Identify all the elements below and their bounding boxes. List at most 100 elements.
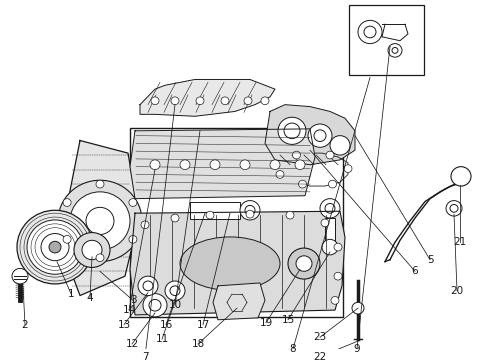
Text: 18: 18 xyxy=(191,339,204,349)
Circle shape xyxy=(285,211,293,219)
Text: 10: 10 xyxy=(168,300,181,310)
Text: 21: 21 xyxy=(452,237,466,247)
Text: 20: 20 xyxy=(449,286,463,296)
Circle shape xyxy=(86,207,114,234)
Circle shape xyxy=(298,180,306,188)
Circle shape xyxy=(221,97,228,105)
Text: 12: 12 xyxy=(125,339,138,349)
Circle shape xyxy=(275,171,284,178)
Text: 23: 23 xyxy=(313,332,326,342)
Circle shape xyxy=(70,192,130,250)
Polygon shape xyxy=(264,105,354,165)
Circle shape xyxy=(244,97,251,105)
Circle shape xyxy=(333,243,341,251)
Text: 3: 3 xyxy=(129,296,136,305)
Circle shape xyxy=(363,26,375,38)
Text: 16: 16 xyxy=(159,320,172,330)
Text: 8: 8 xyxy=(289,344,296,354)
Circle shape xyxy=(269,160,280,170)
Circle shape xyxy=(138,276,158,296)
Text: 7: 7 xyxy=(142,352,148,360)
Circle shape xyxy=(244,206,254,215)
Circle shape xyxy=(240,201,260,220)
Circle shape xyxy=(391,48,397,53)
Text: 22: 22 xyxy=(313,352,326,360)
Circle shape xyxy=(245,210,253,218)
Bar xyxy=(190,202,240,219)
Text: 1: 1 xyxy=(67,289,74,298)
Circle shape xyxy=(313,130,325,141)
Circle shape xyxy=(129,235,137,243)
Ellipse shape xyxy=(180,237,280,290)
Circle shape xyxy=(209,160,220,170)
Circle shape xyxy=(445,201,461,216)
Circle shape xyxy=(150,160,160,170)
Circle shape xyxy=(261,97,268,105)
Circle shape xyxy=(329,136,349,155)
Circle shape xyxy=(129,199,137,206)
Circle shape xyxy=(63,235,71,243)
Circle shape xyxy=(58,180,142,262)
Circle shape xyxy=(164,281,184,300)
Circle shape xyxy=(142,281,153,291)
Polygon shape xyxy=(130,211,345,315)
Circle shape xyxy=(151,97,159,105)
Circle shape xyxy=(17,210,93,284)
Circle shape xyxy=(149,300,161,311)
Text: 9: 9 xyxy=(353,344,360,354)
Circle shape xyxy=(284,123,299,139)
Circle shape xyxy=(49,241,61,253)
Circle shape xyxy=(450,167,470,186)
Circle shape xyxy=(292,151,300,159)
Circle shape xyxy=(330,297,338,304)
Text: 4: 4 xyxy=(86,293,93,303)
Circle shape xyxy=(63,199,71,206)
Circle shape xyxy=(357,21,381,44)
Circle shape xyxy=(205,211,214,219)
Circle shape xyxy=(171,214,179,222)
Circle shape xyxy=(41,234,69,261)
Text: 11: 11 xyxy=(155,334,168,344)
Circle shape xyxy=(387,44,401,57)
Text: 13: 13 xyxy=(117,320,130,330)
Circle shape xyxy=(180,160,190,170)
Circle shape xyxy=(278,117,305,144)
Text: 15: 15 xyxy=(281,315,294,325)
Circle shape xyxy=(449,204,457,212)
Text: 14: 14 xyxy=(122,305,135,315)
Circle shape xyxy=(171,97,179,105)
Circle shape xyxy=(141,221,149,229)
Polygon shape xyxy=(130,129,314,199)
Circle shape xyxy=(295,256,311,271)
Circle shape xyxy=(74,233,110,267)
Circle shape xyxy=(196,97,203,105)
Circle shape xyxy=(82,240,102,260)
Circle shape xyxy=(307,124,331,147)
Circle shape xyxy=(240,160,249,170)
Circle shape xyxy=(12,269,28,284)
Polygon shape xyxy=(64,140,135,296)
Circle shape xyxy=(325,151,333,159)
Circle shape xyxy=(328,180,336,188)
Circle shape xyxy=(294,160,305,170)
Circle shape xyxy=(321,239,337,255)
Circle shape xyxy=(333,272,341,280)
Circle shape xyxy=(343,165,351,172)
Circle shape xyxy=(351,302,363,314)
Circle shape xyxy=(96,180,104,188)
Circle shape xyxy=(320,219,328,227)
Circle shape xyxy=(319,199,339,218)
Text: 17: 17 xyxy=(196,320,209,330)
Bar xyxy=(348,5,423,75)
Text: 19: 19 xyxy=(259,318,272,328)
Circle shape xyxy=(27,220,83,274)
Text: 2: 2 xyxy=(21,320,28,330)
Polygon shape xyxy=(213,283,264,320)
Circle shape xyxy=(325,203,334,213)
Circle shape xyxy=(287,248,319,279)
Bar xyxy=(130,128,342,317)
Bar xyxy=(325,218,334,242)
Text: 5: 5 xyxy=(426,255,432,265)
Circle shape xyxy=(96,254,104,262)
Circle shape xyxy=(142,294,167,317)
